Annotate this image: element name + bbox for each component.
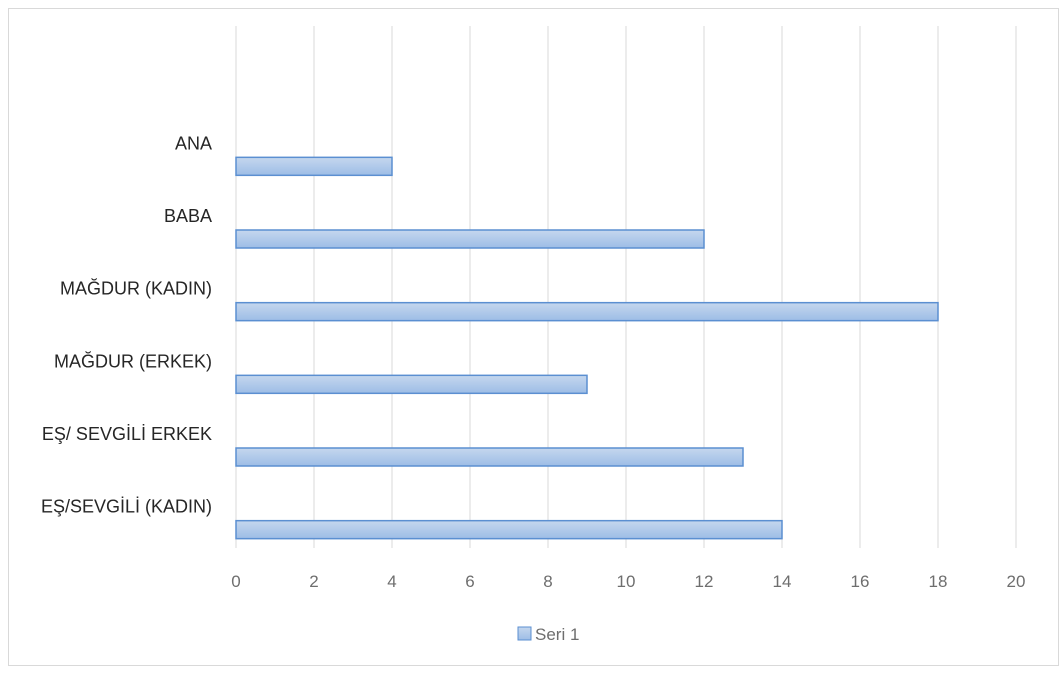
category-label: MAĞDUR (ERKEK) <box>54 350 212 371</box>
x-tick-label: 2 <box>309 572 318 591</box>
category-labels: ANA BABA MAĞDUR (KADIN) MAĞDUR (ERKEK) EŞ/ S… <box>41 133 212 516</box>
chart-frame <box>8 8 1059 666</box>
x-axis-tick-labels: 0 2 4 6 8 10 12 14 16 18 20 <box>231 572 1025 591</box>
category-label: EŞ/SEVGİLİ (KADIN) <box>41 497 212 517</box>
bar <box>235 156 393 177</box>
category-label: EŞ/ SEVGİLİ ERKEK <box>42 424 212 444</box>
legend-label: Seri 1 <box>535 625 579 644</box>
x-tick-label: 16 <box>851 572 870 591</box>
category-label: BABA <box>164 206 212 226</box>
bar <box>235 229 705 249</box>
x-tick-label: 14 <box>773 572 792 591</box>
bar <box>235 447 744 467</box>
bars <box>235 156 939 540</box>
legend: Seri 1 <box>517 625 579 644</box>
bar <box>235 374 588 395</box>
x-tick-label: 0 <box>231 572 240 591</box>
x-tick-label: 18 <box>929 572 948 591</box>
x-tick-label: 4 <box>387 572 396 591</box>
x-tick-label: 12 <box>695 572 714 591</box>
bar <box>235 301 939 322</box>
x-tick-label: 10 <box>617 572 636 591</box>
x-tick-label: 8 <box>543 572 552 591</box>
category-label: ANA <box>175 133 212 153</box>
x-tick-label: 20 <box>1007 572 1026 591</box>
gridlines <box>235 26 1017 548</box>
bar <box>235 519 783 540</box>
x-tick-label: 6 <box>465 572 474 591</box>
category-label: MAĞDUR (KADIN) <box>60 278 212 299</box>
legend-swatch <box>517 626 532 641</box>
